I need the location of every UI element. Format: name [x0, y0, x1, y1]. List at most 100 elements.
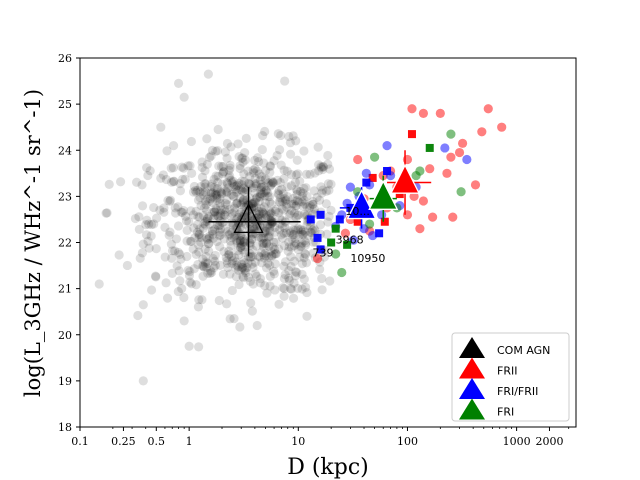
frii-point: [340, 228, 350, 238]
com-agn-point: [318, 161, 328, 172]
com-agn-point: [192, 227, 203, 237]
com-agn-point: [205, 231, 215, 241]
com-agn-point: [234, 279, 244, 290]
com-agn-point: [181, 211, 191, 221]
com-agn-point: [280, 76, 290, 86]
com-agn-point: [184, 270, 195, 281]
com-agn-point: [321, 199, 331, 209]
com-agn-point: [167, 268, 177, 278]
com-agn-point: [168, 141, 179, 151]
com-agn-point: [234, 185, 244, 195]
com-agn-point: [213, 177, 223, 188]
com-agn-point: [206, 181, 216, 192]
legend-label: FRI: [497, 406, 514, 419]
com-agn-point: [299, 146, 309, 156]
com-agn-point: [224, 172, 234, 183]
com-agn-point: [204, 196, 214, 207]
frii-squares-point: [380, 217, 389, 226]
com-agn-point: [232, 198, 242, 208]
com-agn-point: [222, 187, 232, 198]
com-agn-point: [301, 238, 311, 248]
com-agn-point: [263, 232, 273, 242]
com-agn-point: [102, 208, 112, 218]
com-agn-point: [297, 227, 307, 237]
com-agn-point: [252, 193, 262, 203]
com-agn-point: [210, 260, 221, 270]
com-agn-point: [260, 248, 270, 258]
com-agn-point: [231, 184, 241, 194]
com-agn-point: [243, 272, 254, 283]
com-agn-point: [210, 189, 220, 199]
com-agn-point: [204, 233, 214, 243]
com-agn-point: [227, 218, 237, 228]
com-agn-point: [280, 223, 290, 233]
com-agn-point: [208, 192, 218, 202]
com-agn-point: [256, 182, 267, 192]
com-agn-point: [200, 182, 210, 192]
com-agn-point: [303, 230, 313, 240]
y-tick-label: 20: [58, 329, 72, 342]
com-agn-point: [194, 232, 204, 242]
frii-mean-marker: [387, 150, 432, 215]
com-agn-point: [226, 251, 236, 262]
com-agn-point: [184, 217, 194, 227]
frii-point: [415, 224, 425, 234]
com-agn-point: [316, 163, 327, 173]
com-agn-point: [252, 222, 262, 232]
fri-point: [365, 219, 375, 229]
com-agn-point: [286, 252, 296, 262]
fri-frii-squares-point: [362, 178, 371, 187]
com-agn-point: [240, 266, 250, 276]
x-tick-label: 0.1: [71, 435, 89, 448]
com-agn-point: [277, 197, 288, 207]
y-tick-label: 25: [58, 98, 72, 111]
com-agn-point: [231, 257, 241, 267]
com-agn-point: [210, 250, 220, 261]
com-agn-point: [252, 220, 262, 230]
com-agn-point: [198, 261, 208, 271]
com-agn-point: [302, 202, 312, 212]
fri-mean-marker: [368, 175, 399, 222]
com-agn-point: [234, 151, 244, 162]
com-agn-point: [297, 259, 307, 269]
com-agn-point: [101, 208, 111, 218]
com-agn-point: [181, 216, 192, 226]
com-agn-point: [260, 281, 270, 291]
com-agn-point: [241, 133, 251, 143]
com-agn-point: [284, 131, 294, 142]
com-agn-point: [288, 131, 298, 141]
com-agn-point: [284, 242, 294, 252]
com-agn-point: [217, 179, 227, 189]
fri-frii-mean-triangle: [346, 189, 377, 220]
com-agn-point: [217, 189, 227, 199]
com-agn-point: [301, 258, 312, 268]
frii-point: [470, 180, 481, 190]
com-agn-point: [214, 231, 225, 241]
com-agn-point: [227, 178, 237, 188]
com-agn-point: [301, 282, 311, 292]
com-agn-point: [265, 226, 275, 236]
com-agn-point: [189, 223, 199, 233]
com-agn-point: [286, 261, 296, 272]
com-agn-point: [218, 167, 229, 177]
com-agn-point: [265, 192, 275, 202]
frii-point: [457, 138, 468, 148]
com-agn-point: [276, 160, 286, 170]
com-agn-point: [302, 311, 312, 321]
com-agn-point: [213, 124, 223, 135]
com-agn-point: [227, 285, 237, 296]
com-agn-point: [295, 186, 306, 197]
com-agn-point: [269, 237, 279, 247]
com-agn-point: [265, 231, 275, 241]
com-agn-point: [200, 217, 211, 227]
com-agn-point: [299, 195, 309, 205]
com-agn-point: [215, 187, 226, 197]
com-agn-point: [308, 199, 318, 210]
com-agn-point: [216, 205, 226, 215]
com-agn-point: [212, 236, 222, 247]
x-tick-label: 1: [186, 435, 193, 448]
com-agn-point: [239, 264, 250, 274]
com-agn-point: [195, 187, 205, 197]
com-agn-point: [187, 168, 197, 178]
frii-point: [425, 164, 435, 174]
